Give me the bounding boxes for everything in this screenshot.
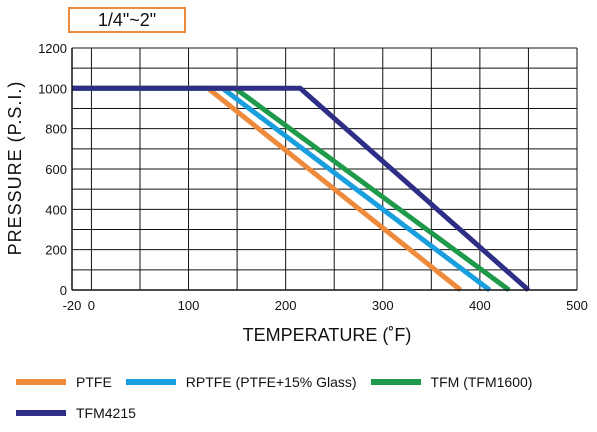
grid-lines: [71, 47, 578, 291]
y-axis-title: PRESSURE (P.S.I.): [5, 81, 25, 256]
y-tick-label-1: 200: [45, 243, 67, 258]
x-tick-label-1: 0: [88, 298, 95, 313]
x-axis-title: TEMPERATURE (˚F): [243, 325, 412, 345]
y-tick-label-6: 1200: [38, 41, 67, 56]
y-tick-label-5: 1000: [38, 81, 67, 96]
axes: [71, 48, 577, 291]
size-range-label: 1/4"~2": [68, 7, 186, 33]
legend-continued: TFM4215: [16, 405, 150, 421]
x-tick-label-6: 500: [566, 298, 588, 313]
legend-label-0: PTFE: [76, 374, 112, 390]
legend-label-1: RPTFE (PTFE+15% Glass): [185, 374, 357, 390]
x-tick-label-0: -20: [63, 298, 82, 313]
legend-swatch-0: [16, 379, 66, 385]
legend-swatch-1: [125, 379, 176, 385]
legend-item-0: PTFE: [16, 374, 112, 390]
legend-swatch-2: [370, 379, 421, 385]
legend-swatch-3: [16, 410, 66, 416]
legend-label-2: TFM (TFM1600): [430, 374, 533, 390]
x-tick-label-4: 300: [372, 298, 394, 313]
legend-item-2: TFM (TFM1600): [370, 374, 533, 390]
series-lines: [72, 85, 531, 293]
y-tick-label-3: 600: [45, 162, 67, 177]
legend-item-1: RPTFE (PTFE+15% Glass): [125, 374, 357, 390]
x-tick-label-2: 100: [178, 298, 200, 313]
legend-label-3: TFM4215: [76, 405, 136, 421]
y-tick-label-0: 0: [60, 283, 67, 298]
legend-item-3: TFM4215: [16, 405, 136, 421]
x-tick-label-3: 200: [275, 298, 297, 313]
series-line-3: [72, 85, 531, 292]
legend: PTFE RPTFE (PTFE+15% Glass) TFM (TFM1600): [16, 374, 546, 390]
y-tick-label-2: 400: [45, 202, 67, 217]
x-tick-label-5: 400: [469, 298, 491, 313]
y-tick-label-4: 800: [45, 122, 67, 137]
